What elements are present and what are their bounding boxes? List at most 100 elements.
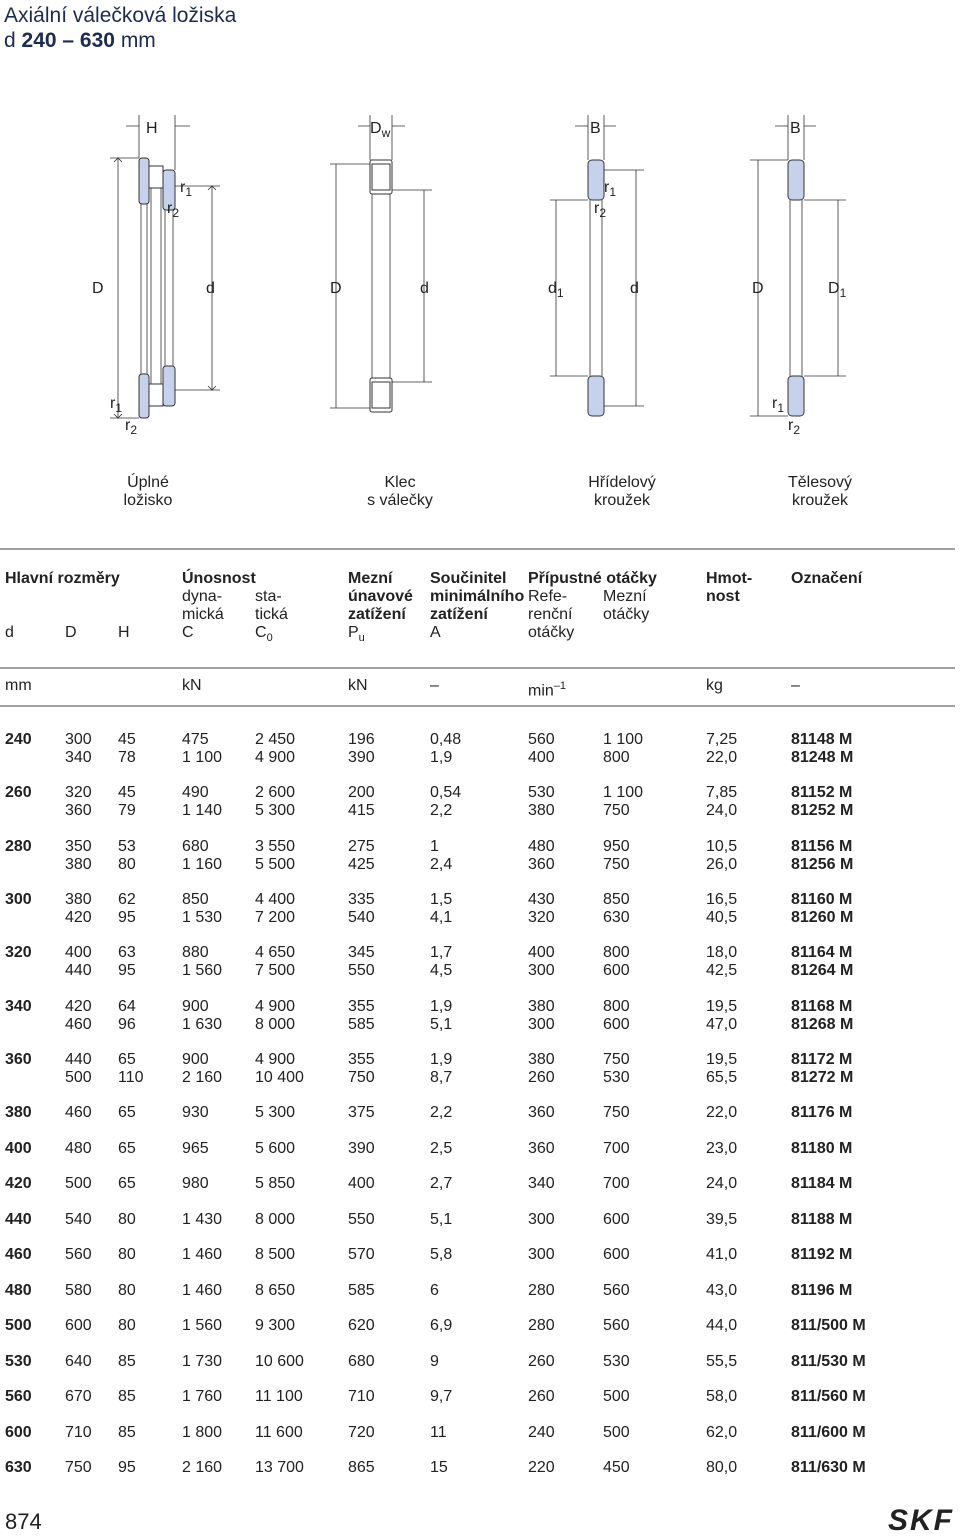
table-cell: 41,0: [706, 1246, 738, 1264]
table-cell: 600: [603, 1015, 630, 1033]
column-heading: sta-: [255, 588, 282, 605]
dimension-label: r1: [180, 179, 192, 199]
table-cell: 11 100: [255, 1388, 303, 1406]
table-cell: 640: [65, 1352, 92, 1370]
subtitle-unit: mm: [120, 29, 156, 52]
column-heading: Refe-: [528, 588, 568, 605]
table-cell: 65,5: [706, 1068, 738, 1086]
table-cell: 585: [348, 1015, 375, 1033]
table-cell: 16,5: [706, 890, 738, 908]
table-cell: 65: [118, 1175, 136, 1193]
table-cell: 400: [528, 944, 555, 962]
table-cell: 530: [603, 1352, 630, 1370]
table-cell: 1 630: [182, 1015, 223, 1033]
symbol-base: kN: [348, 677, 368, 694]
table-cell: 23,0: [706, 1139, 738, 1157]
table-cell: 8 000: [255, 1015, 296, 1033]
dimension-label: d1: [548, 280, 564, 300]
figure-caption: Tělesový: [788, 474, 852, 491]
bore-diameter: 560: [5, 1388, 32, 1406]
table-cell: 81148 M: [791, 731, 853, 748]
table-cell: 700: [603, 1139, 630, 1157]
table-cell: 7,25: [706, 731, 738, 748]
label-base: d: [630, 280, 639, 297]
table-cell: 530: [603, 1068, 630, 1086]
table-cell: 710: [348, 1388, 375, 1406]
subtitle-range: 240 – 630: [21, 29, 115, 52]
table-cell: 530: [528, 784, 555, 802]
table-cell: 79: [118, 802, 136, 820]
table-cell: 80,0: [706, 1459, 738, 1477]
table-cell: 390: [348, 1139, 375, 1157]
table-cell: 550: [348, 1210, 375, 1228]
table-cell: 380: [528, 1050, 555, 1068]
table-cell: 81164 M: [791, 944, 853, 962]
table-cell: 360: [65, 802, 92, 820]
table-cell: 81188 M: [791, 1210, 853, 1228]
table-cell: 580: [65, 1281, 92, 1299]
table-cell: 1 460: [182, 1246, 223, 1264]
table-cell: 500: [603, 1423, 630, 1441]
table-cell: 720: [348, 1423, 375, 1441]
full-bearing: [110, 115, 220, 419]
table-cell: 2,5: [430, 1139, 453, 1157]
table-cell: 900: [182, 1050, 209, 1068]
symbol-sup: –1: [553, 680, 567, 692]
table-cell: 1 560: [182, 962, 223, 980]
table-cell: 1 760: [182, 1388, 223, 1406]
table-cell: 19,5: [706, 997, 738, 1015]
label-sub: 1: [840, 286, 847, 300]
column-heading: únavové: [348, 588, 413, 605]
table-cell: 81176 M: [791, 1104, 853, 1122]
bore-diameter: 630: [5, 1459, 32, 1477]
label-base: r: [125, 417, 131, 434]
table-cell: 22,0: [706, 749, 738, 766]
subtitle: d 240 – 630 mm: [4, 29, 156, 53]
dimension-label: D: [92, 280, 104, 297]
bore-diameter: 260: [5, 784, 32, 802]
column-symbol: A: [430, 624, 441, 642]
table-cell: 460: [65, 1015, 92, 1033]
table-cell: 400: [348, 1175, 375, 1193]
table-cell: 1,9: [430, 997, 453, 1015]
table-cell: 340: [528, 1175, 555, 1193]
symbol-base: kN: [182, 677, 202, 694]
table-cell: 81256 M: [791, 855, 854, 873]
label-base: r: [110, 395, 116, 412]
table-cell: 670: [65, 1388, 92, 1406]
dimension-label: r1: [604, 179, 616, 199]
column-heading: otáčky: [528, 624, 575, 641]
table-cell: 1,5: [430, 890, 453, 908]
table-cell: 980: [182, 1175, 209, 1193]
bore-diameter: 500: [5, 1317, 32, 1335]
table-cell: 811/530 M: [791, 1352, 866, 1370]
table-cell: 4 900: [255, 749, 296, 766]
table-cell: 300: [65, 731, 92, 748]
table-cell: 80: [118, 1246, 136, 1264]
table-cell: 1 800: [182, 1423, 223, 1441]
table-cell: 540: [65, 1210, 92, 1228]
table-cell: 260: [528, 1388, 555, 1406]
bore-diameter: 320: [5, 944, 32, 962]
table-cell: 40,5: [706, 908, 738, 926]
dimension-label: r2: [167, 200, 179, 220]
table-cell: 24,0: [706, 1175, 738, 1193]
table-cell: 1 560: [182, 1317, 223, 1335]
table-cell: 450: [603, 1459, 630, 1477]
table-cell: 1 460: [182, 1281, 223, 1299]
table-cell: 95: [118, 1459, 136, 1477]
label-base: D: [828, 280, 840, 297]
label-base: D: [92, 280, 104, 297]
table-cell: 81264 M: [791, 962, 854, 980]
table-cell: 350: [65, 837, 92, 855]
table-cell: 380: [65, 855, 92, 873]
table-cell: 1 100: [603, 731, 644, 748]
table-cell: 275: [348, 837, 375, 855]
column-heading: zatížení: [430, 606, 488, 623]
figure-caption: Klec: [384, 474, 415, 491]
bore-diameter: 420: [5, 1175, 32, 1193]
symbol-sub: u: [358, 632, 365, 645]
symbol-base: H: [118, 624, 130, 641]
table-cell: 440: [65, 962, 92, 980]
